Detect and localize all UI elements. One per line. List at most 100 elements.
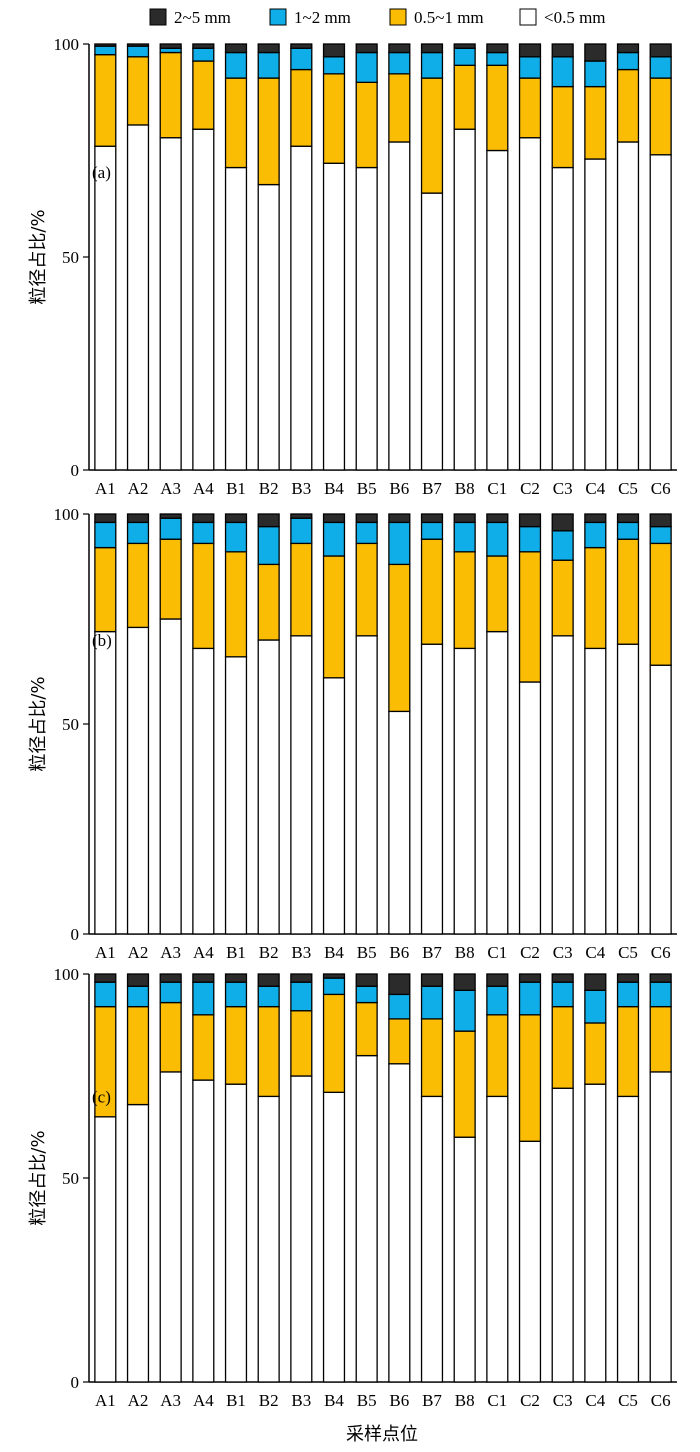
bar-b2-0-5-1-mm <box>257 1005 280 1098</box>
bar-c1-0-5-1-mm <box>486 1014 509 1098</box>
bar-c1-0-5-mm <box>486 630 509 935</box>
bar-b3-0-5-1-mm <box>290 1010 313 1077</box>
panel-label: (b) <box>92 631 112 650</box>
bar-b4-0-5-mm <box>322 677 346 935</box>
bar-b8-1-2-mm <box>453 521 476 553</box>
x-tick-label: C6 <box>651 943 671 962</box>
bar-c4-2-5-mm <box>584 43 607 62</box>
x-axis-label: 采样点位 <box>346 1424 418 1445</box>
bar-c5-1-2-mm <box>616 51 640 71</box>
legend-swatch-2-5-mm <box>149 8 167 26</box>
bar-b5-0-5-mm <box>355 635 378 935</box>
y-axis-label: 粒径占比/% <box>28 676 49 771</box>
bar-b4-0-5-mm <box>322 162 346 471</box>
legend: 2~5 mm 1~2 mm 0.5~1 mm <0.5 mm <box>149 8 606 27</box>
x-tick-label: A4 <box>193 1391 214 1410</box>
x-tick-label: A1 <box>95 1391 116 1410</box>
bar-a3-2-5-mm <box>159 513 182 519</box>
x-tick-label: B6 <box>389 1391 409 1410</box>
bar-c6-2-5-mm <box>649 513 672 528</box>
x-tick-label: B8 <box>455 479 475 498</box>
bar-b8-2-5-mm <box>453 43 476 49</box>
bar-b5-0-5-mm <box>355 166 378 471</box>
bar-a4-1-2-mm <box>192 47 215 62</box>
bar-c2-1-2-mm <box>518 525 542 553</box>
bar-b6-2-5-mm <box>388 513 411 524</box>
bar-b1-0-5-mm <box>224 1083 248 1383</box>
bar-b5-0-5-mm <box>355 1054 378 1383</box>
bar-b8-0-5-mm <box>453 128 476 471</box>
bar-b6-2-5-mm <box>388 973 411 996</box>
bar-c2-1-2-mm <box>518 981 542 1016</box>
x-tick-label: B1 <box>226 1391 246 1410</box>
x-tick-label: B6 <box>389 479 409 498</box>
bar-b5-0-5-1-mm <box>355 542 378 637</box>
bar-b2-1-2-mm <box>257 985 280 1008</box>
bar-c1-0-5-mm <box>486 149 509 471</box>
bar-b6-0-5-1-mm <box>388 563 411 713</box>
bar-b6-0-5-mm <box>388 710 411 935</box>
bar-c1-1-2-mm <box>486 51 509 66</box>
bar-a4-1-2-mm <box>192 521 215 545</box>
bar-b4-0-5-1-mm <box>322 555 346 679</box>
x-tick-label: C1 <box>487 943 507 962</box>
bar-b6-0-5-1-mm <box>388 1018 411 1065</box>
bar-b7-0-5-mm <box>420 192 444 471</box>
bar-c4-2-5-mm <box>584 973 607 991</box>
bar-b7-2-5-mm <box>420 43 444 54</box>
bar-b2-0-5-mm <box>257 639 280 935</box>
bar-a3-2-5-mm <box>159 973 182 983</box>
bar-b8-0-5-mm <box>453 647 476 935</box>
bar-b3-1-2-mm <box>290 981 313 1012</box>
bar-a3-0-5-mm <box>159 137 182 471</box>
x-tick-label: B5 <box>357 1391 377 1410</box>
bar-b1-0-5-mm <box>224 656 248 935</box>
bar-b5-0-5-1-mm <box>355 1001 378 1057</box>
bar-b7-0-5-mm <box>420 1095 444 1383</box>
legend-label-0-5-mm: <0.5 mm <box>544 8 606 27</box>
bar-b8-2-5-mm <box>453 513 476 524</box>
bar-b6-0-5-mm <box>388 1063 411 1383</box>
bar-b2-2-5-mm <box>257 973 280 987</box>
legend-label-2-5-mm: 2~5 mm <box>174 8 231 27</box>
x-tick-label: A3 <box>160 943 181 962</box>
x-tick-label: A2 <box>128 1391 149 1410</box>
bar-a2-0-5-mm <box>126 1103 150 1383</box>
bar-c5-2-5-mm <box>616 513 640 524</box>
bar-a4-0-5-1-mm <box>192 542 215 650</box>
bar-b1-1-2-mm <box>224 51 248 79</box>
bar-c1-0-5-mm <box>486 1095 509 1383</box>
bar-a2-2-5-mm <box>126 513 150 524</box>
y-tick-label: 100 <box>54 35 80 54</box>
x-tick-label: B1 <box>226 943 246 962</box>
bar-b8-0-5-mm <box>453 1136 476 1383</box>
bar-c6-0-5-1-mm <box>649 1005 672 1073</box>
x-tick-label: C5 <box>618 479 638 498</box>
bar-b8-0-5-1-mm <box>453 64 476 130</box>
bar-a3-0-5-1-mm <box>159 1001 182 1073</box>
bar-b1-0-5-1-mm <box>224 1005 248 1085</box>
bar-b4-0-5-1-mm <box>322 73 346 164</box>
bar-b4-1-2-mm <box>322 977 346 996</box>
bar-b7-0-5-1-mm <box>420 77 444 194</box>
y-tick-label: 100 <box>54 505 80 524</box>
bar-c6-0-5-1-mm <box>649 77 672 156</box>
bar-b6-0-5-1-mm <box>388 73 411 143</box>
bar-c2-2-5-mm <box>518 43 542 58</box>
bar-b3-0-5-mm <box>290 635 313 935</box>
legend-label-1-2-mm: 1~2 mm <box>294 8 351 27</box>
bar-b6-1-2-mm <box>388 521 411 566</box>
bar-c1-2-5-mm <box>486 43 509 54</box>
bar-b5-2-5-mm <box>355 973 378 987</box>
x-tick-label: A2 <box>128 943 149 962</box>
bar-a1-1-2-mm <box>94 981 117 1008</box>
bar-b4-1-2-mm <box>322 56 346 75</box>
bar-c4-1-2-mm <box>584 60 607 88</box>
bar-b3-2-5-mm <box>290 513 313 519</box>
bar-b4-0-5-mm <box>322 1091 346 1383</box>
bar-b3-1-2-mm <box>290 47 313 71</box>
bar-b6-2-5-mm <box>388 43 411 54</box>
bar-b7-2-5-mm <box>420 973 444 987</box>
bar-b7-1-2-mm <box>420 985 444 1020</box>
